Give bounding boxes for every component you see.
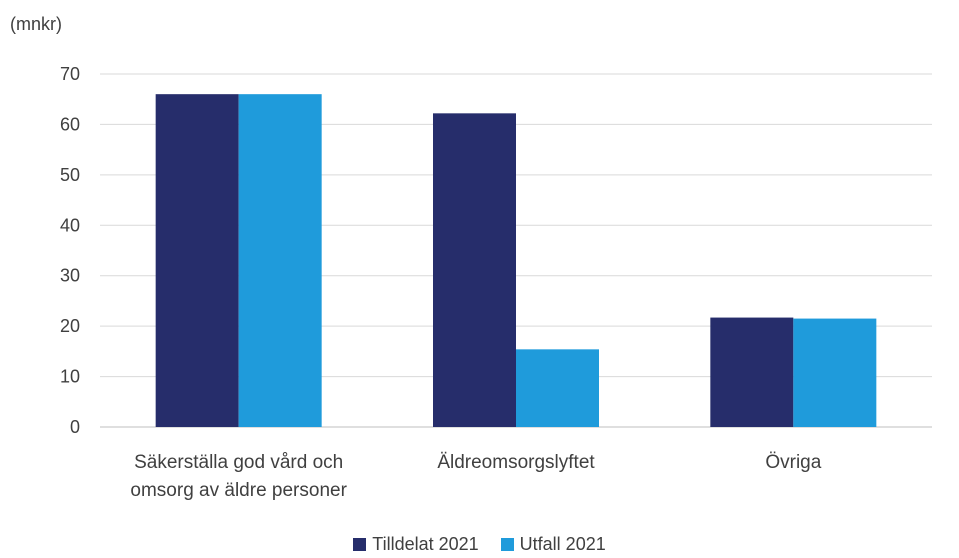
bar xyxy=(793,318,877,427)
x-tick-label: Säkerställa god vård och omsorg av äldre … xyxy=(130,452,347,501)
bar-chart: 0 10 20 30 40 50 60 70 Säkerställa god vård och o… xyxy=(60,64,932,501)
bar xyxy=(155,94,239,428)
x-tick-label: Övriga xyxy=(765,452,821,473)
y-tick-label: 20 xyxy=(60,316,80,336)
legend-label-tilldelat: Tilldelat 2021 xyxy=(372,534,479,554)
y-tick-label: 10 xyxy=(60,367,80,387)
y-axis-unit-label: (mnkr) xyxy=(10,14,62,34)
legend-swatch-utfall xyxy=(500,538,514,551)
y-tick-label: 30 xyxy=(60,266,80,286)
y-tick-label: 40 xyxy=(60,215,80,235)
legend-item-tilldelat: Tilldelat 2021 xyxy=(353,534,479,555)
bar xyxy=(516,349,599,427)
x-tick-label: Äldreomsorgslyftet xyxy=(437,452,595,473)
y-tick-label: 50 xyxy=(60,165,80,185)
bar xyxy=(238,94,322,428)
y-tick-label: 0 xyxy=(70,417,80,437)
legend: Tilldelat 2021 Utfall 2021 xyxy=(0,534,959,555)
legend-label-utfall: Utfall 2021 xyxy=(519,534,606,554)
legend-item-utfall: Utfall 2021 xyxy=(500,534,606,555)
bar xyxy=(710,317,794,427)
bar xyxy=(433,113,516,427)
y-tick-label: 70 xyxy=(60,64,80,84)
legend-swatch-tilldelat xyxy=(353,538,367,551)
y-tick-label: 60 xyxy=(60,114,80,134)
